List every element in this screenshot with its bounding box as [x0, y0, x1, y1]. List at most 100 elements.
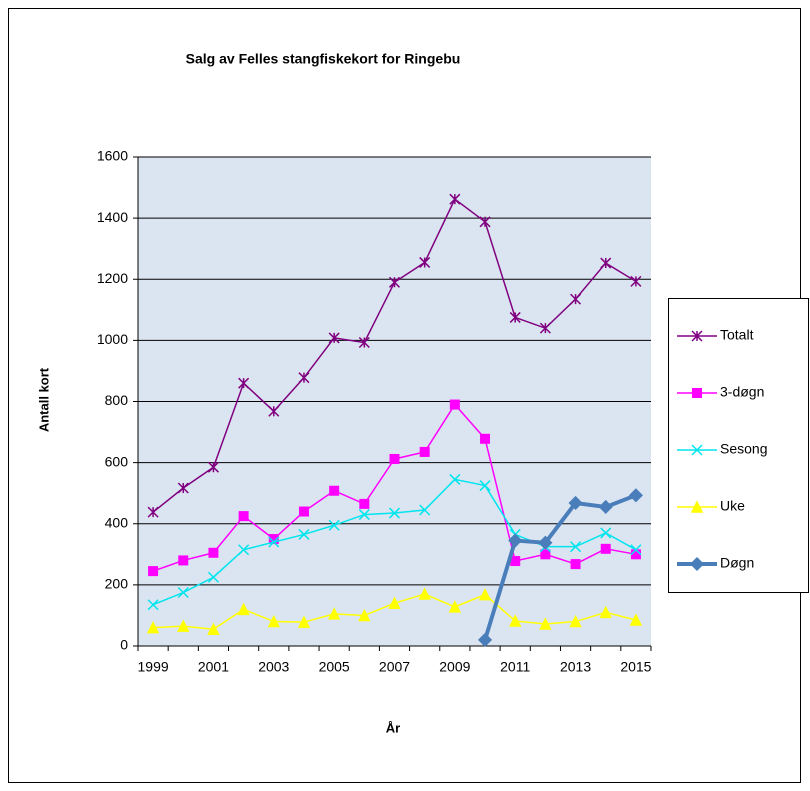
data-point — [570, 293, 582, 305]
data-point — [449, 399, 460, 410]
x-tick-label: 2009 — [439, 659, 470, 675]
y-tick-label: 1600 — [97, 148, 128, 164]
data-point — [630, 549, 641, 560]
data-point — [510, 556, 521, 567]
data-point — [570, 559, 581, 570]
data-point — [147, 506, 159, 518]
legend-marker — [692, 388, 702, 398]
data-point — [448, 600, 462, 613]
data-point — [598, 499, 613, 515]
legend-label: Døgn — [720, 555, 754, 571]
data-point — [508, 533, 523, 548]
x-tick-label: 2013 — [560, 659, 591, 675]
data-point — [147, 599, 159, 611]
data-point — [419, 256, 431, 268]
data-point — [267, 614, 281, 628]
y-tick-label: 1200 — [97, 270, 128, 286]
y-tick-label: 1000 — [97, 331, 128, 347]
data-point — [629, 613, 643, 626]
legend-label: Sesong — [720, 441, 767, 457]
legend-label: Uke — [720, 498, 745, 514]
data-point — [208, 547, 219, 558]
data-point — [538, 535, 553, 550]
legend-label: Totalt — [720, 327, 754, 343]
data-point — [238, 377, 250, 389]
data-point — [389, 453, 400, 464]
data-point — [600, 527, 612, 539]
data-point — [328, 332, 340, 344]
legend-marker — [691, 444, 703, 456]
data-point — [600, 543, 611, 554]
data-point — [570, 541, 582, 553]
data-point — [359, 498, 370, 509]
data-point — [569, 614, 582, 628]
legend-marker — [689, 556, 705, 572]
data-point — [358, 336, 370, 349]
x-tick-label: 2015 — [620, 659, 651, 675]
data-point — [630, 275, 642, 287]
data-point — [146, 620, 160, 634]
data-point — [419, 504, 431, 516]
data-point — [477, 632, 493, 647]
data-point — [388, 596, 401, 609]
x-tick-label: 2005 — [319, 659, 350, 675]
data-point — [358, 608, 371, 622]
data-point — [237, 602, 250, 616]
data-point — [418, 587, 431, 600]
data-point — [539, 617, 552, 630]
data-point — [508, 614, 522, 627]
data-point — [297, 615, 311, 628]
data-point — [600, 257, 612, 269]
data-point — [328, 519, 340, 531]
data-point — [178, 555, 189, 566]
x-tick-label: 2011 — [500, 659, 530, 675]
legend-marker — [690, 500, 704, 513]
data-point — [327, 607, 341, 620]
data-point — [298, 506, 309, 517]
data-point — [268, 534, 279, 545]
y-tick-label: 800 — [105, 392, 129, 408]
x-tick-label: 2007 — [379, 659, 410, 675]
data-point — [568, 495, 583, 511]
data-point — [479, 216, 491, 228]
data-point — [358, 509, 370, 521]
x-axis-label: År — [386, 720, 400, 735]
x-tick-label: 1999 — [138, 659, 169, 675]
data-point — [630, 544, 642, 556]
data-point — [177, 586, 189, 599]
data-point — [479, 480, 491, 492]
data-point — [207, 622, 220, 635]
x-tick-label: 2003 — [258, 659, 289, 675]
data-point — [329, 485, 340, 496]
data-point — [478, 587, 492, 601]
data-point — [599, 605, 612, 619]
data-point — [628, 488, 643, 503]
data-point — [238, 544, 250, 556]
data-point — [268, 536, 280, 548]
data-point — [298, 372, 310, 384]
y-tick-label: 600 — [105, 453, 129, 469]
y-tick-label: 1400 — [97, 209, 128, 225]
legend-label: 3-døgn — [720, 384, 764, 400]
data-point — [298, 528, 310, 540]
data-point — [509, 311, 521, 323]
data-point — [207, 461, 219, 473]
data-point — [539, 322, 551, 334]
x-tick-label: 2001 — [198, 659, 229, 675]
data-point — [238, 511, 249, 522]
data-point — [388, 276, 401, 288]
data-point — [480, 433, 491, 444]
data-point — [419, 446, 430, 457]
data-point — [268, 405, 280, 417]
data-point — [148, 566, 159, 577]
data-point — [449, 473, 461, 485]
data-point — [177, 482, 189, 494]
y-tick-label: 0 — [120, 637, 128, 653]
data-point — [540, 549, 551, 560]
data-point — [388, 507, 401, 519]
data-point — [177, 619, 190, 632]
y-tick-label: 200 — [105, 576, 129, 592]
data-point — [207, 571, 219, 583]
y-axis-label: Antall kort — [36, 367, 51, 432]
